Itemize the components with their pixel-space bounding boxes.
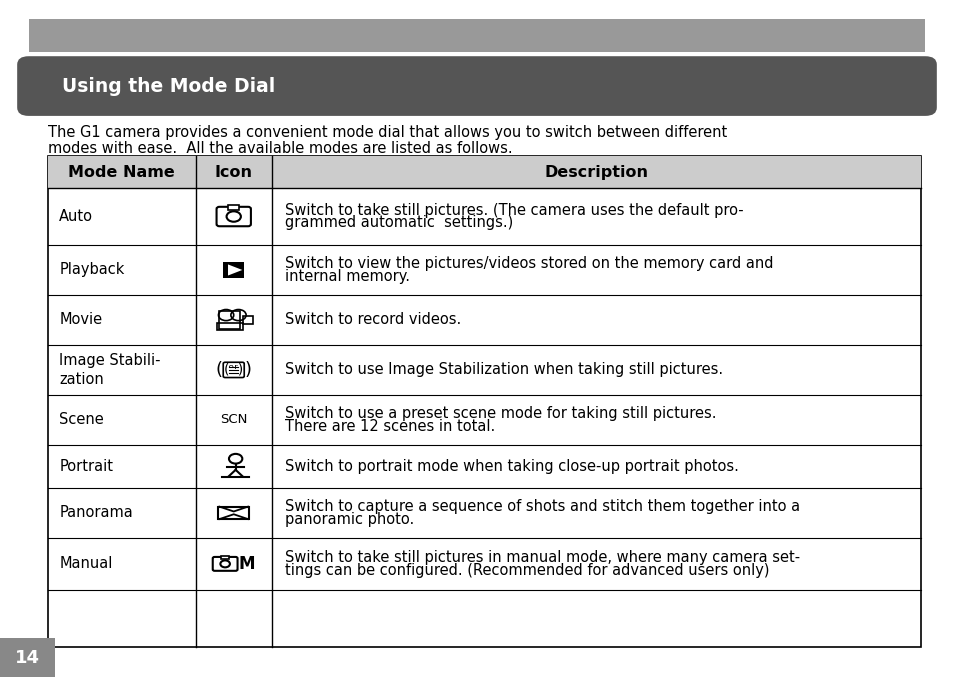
Text: Switch to capture a sequence of shots and stitch them together into a: Switch to capture a sequence of shots an… (285, 499, 800, 514)
Text: Switch to use a preset scene mode for taking still pictures.: Switch to use a preset scene mode for ta… (285, 406, 716, 421)
Bar (29, 19, 924, 52)
Text: Playback: Playback (59, 262, 125, 278)
Text: panoramic photo.: panoramic photo. (285, 511, 414, 527)
Text: (: ( (215, 361, 223, 379)
Text: Image Stabili-
zation: Image Stabili- zation (59, 353, 160, 387)
Text: Icon: Icon (214, 164, 253, 180)
Text: Switch to use Image Stabilization when taking still pictures.: Switch to use Image Stabilization when t… (285, 362, 722, 378)
Bar (243, 316, 253, 324)
Text: Switch to record videos.: Switch to record videos. (285, 312, 461, 328)
Text: Switch to take still pictures in manual mode, where many camera set-: Switch to take still pictures in manual … (285, 550, 800, 565)
Bar (221, 555, 229, 559)
Text: tings can be configured. (Recommended for advanced users only): tings can be configured. (Recommended fo… (285, 563, 769, 577)
Text: M: M (238, 555, 255, 573)
Text: Portrait: Portrait (59, 459, 113, 474)
Bar (218, 507, 249, 519)
Text: There are 12 scenes in total.: There are 12 scenes in total. (285, 418, 495, 434)
Bar (48, 156, 920, 188)
Bar (0, 638, 55, 677)
Text: Using the Mode Dial: Using the Mode Dial (62, 76, 275, 96)
Text: grammed automatic  settings.): grammed automatic settings.) (285, 215, 513, 230)
Bar (223, 262, 244, 278)
Text: Switch to portrait mode when taking close-up portrait photos.: Switch to portrait mode when taking clos… (285, 459, 739, 474)
Text: Mode Name: Mode Name (69, 164, 174, 180)
Polygon shape (228, 264, 242, 276)
Text: Panorama: Panorama (59, 505, 132, 520)
Text: Switch to view the pictures/videos stored on the memory card and: Switch to view the pictures/videos store… (285, 256, 773, 271)
Text: Manual: Manual (59, 557, 112, 571)
Text: Switch to take still pictures. (The camera uses the default pro-: Switch to take still pictures. (The came… (285, 203, 743, 218)
Text: (ᵔʳ): (ᵔʳ) (223, 363, 244, 377)
FancyBboxPatch shape (17, 56, 936, 116)
Bar (228, 205, 239, 210)
Text: internal memory.: internal memory. (285, 269, 410, 284)
Text: modes with ease.  All the available modes are listed as follows.: modes with ease. All the available modes… (48, 141, 512, 156)
Text: Description: Description (543, 164, 648, 180)
Text: 14: 14 (15, 649, 40, 666)
Text: SCN: SCN (220, 414, 247, 426)
Text: Movie: Movie (59, 312, 102, 328)
Text: Auto: Auto (59, 209, 93, 224)
Text: Scene: Scene (59, 412, 104, 428)
Bar (216, 323, 243, 330)
Text: ): ) (244, 361, 252, 379)
Text: The G1 camera provides a convenient mode dial that allows you to switch between : The G1 camera provides a convenient mode… (48, 125, 726, 140)
Bar (219, 311, 240, 328)
Bar (48, 156, 920, 647)
